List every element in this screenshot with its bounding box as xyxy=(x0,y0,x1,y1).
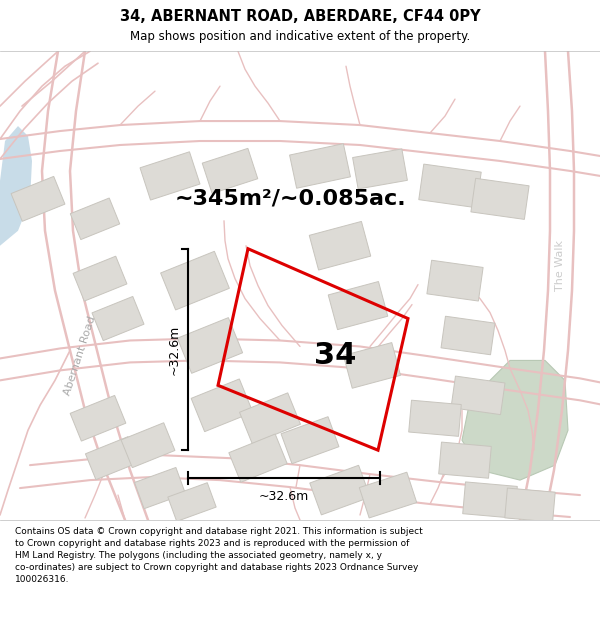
Text: Contains OS data © Crown copyright and database right 2021. This information is : Contains OS data © Crown copyright and d… xyxy=(15,528,423,584)
Polygon shape xyxy=(290,144,350,188)
Polygon shape xyxy=(73,256,127,301)
Polygon shape xyxy=(439,442,491,478)
Text: ~32.6m: ~32.6m xyxy=(259,489,309,502)
Polygon shape xyxy=(92,296,144,341)
Polygon shape xyxy=(134,468,185,509)
Polygon shape xyxy=(419,164,481,208)
Polygon shape xyxy=(191,379,253,432)
Polygon shape xyxy=(178,318,242,373)
Polygon shape xyxy=(70,198,120,239)
Polygon shape xyxy=(121,422,175,468)
Text: Abernant Road: Abernant Road xyxy=(62,314,98,396)
Polygon shape xyxy=(451,376,505,414)
Polygon shape xyxy=(462,361,568,480)
Polygon shape xyxy=(168,482,216,521)
Polygon shape xyxy=(359,472,417,518)
Polygon shape xyxy=(229,434,287,482)
Polygon shape xyxy=(85,437,139,480)
Polygon shape xyxy=(505,488,555,522)
Polygon shape xyxy=(409,400,461,436)
Polygon shape xyxy=(161,251,229,310)
Polygon shape xyxy=(281,417,339,464)
Polygon shape xyxy=(239,393,301,444)
Polygon shape xyxy=(309,221,371,270)
Polygon shape xyxy=(471,178,529,219)
Polygon shape xyxy=(70,396,126,441)
Polygon shape xyxy=(353,149,407,189)
Polygon shape xyxy=(441,316,495,355)
Polygon shape xyxy=(427,260,483,301)
Text: ~345m²/~0.085ac.: ~345m²/~0.085ac. xyxy=(174,189,406,209)
Polygon shape xyxy=(463,482,517,518)
Polygon shape xyxy=(11,176,65,221)
Text: The Walk: The Walk xyxy=(555,240,565,291)
Polygon shape xyxy=(202,148,258,194)
Polygon shape xyxy=(328,281,388,329)
Text: 34, ABERNANT ROAD, ABERDARE, CF44 0PY: 34, ABERNANT ROAD, ABERDARE, CF44 0PY xyxy=(119,9,481,24)
Text: ~32.6m: ~32.6m xyxy=(167,324,181,374)
Polygon shape xyxy=(140,152,200,200)
Polygon shape xyxy=(310,465,370,515)
Polygon shape xyxy=(343,342,401,388)
Text: 34: 34 xyxy=(314,341,356,370)
Text: Map shows position and indicative extent of the property.: Map shows position and indicative extent… xyxy=(130,31,470,43)
Polygon shape xyxy=(0,126,32,246)
